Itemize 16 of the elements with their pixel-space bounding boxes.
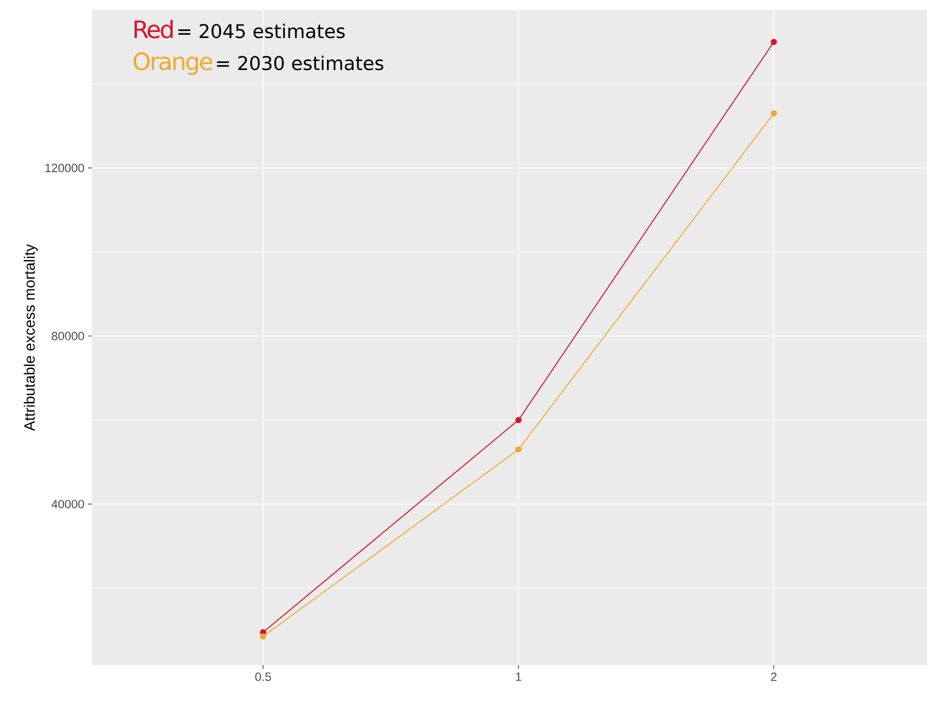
annotation: = 2030 estimates	[217, 56, 384, 70]
x-tick-label: 1	[516, 672, 522, 681]
y-tick-label: 80000	[52, 332, 84, 340]
annotation: = 2045 estimates	[178, 24, 345, 38]
point	[770, 110, 777, 116]
point	[260, 633, 266, 640]
x-tick-label: 2	[771, 672, 777, 681]
x-tick-label: 0.5	[255, 672, 271, 681]
annotation: Orange	[134, 52, 212, 75]
point	[515, 446, 522, 453]
y-tick-label: 120000	[46, 164, 84, 172]
point	[515, 416, 522, 424]
y-axis-title: Attributable excess mortality	[24, 244, 38, 431]
annotation: Red	[134, 20, 173, 38]
point	[770, 38, 777, 46]
y-tick-label: 40000	[52, 500, 84, 508]
